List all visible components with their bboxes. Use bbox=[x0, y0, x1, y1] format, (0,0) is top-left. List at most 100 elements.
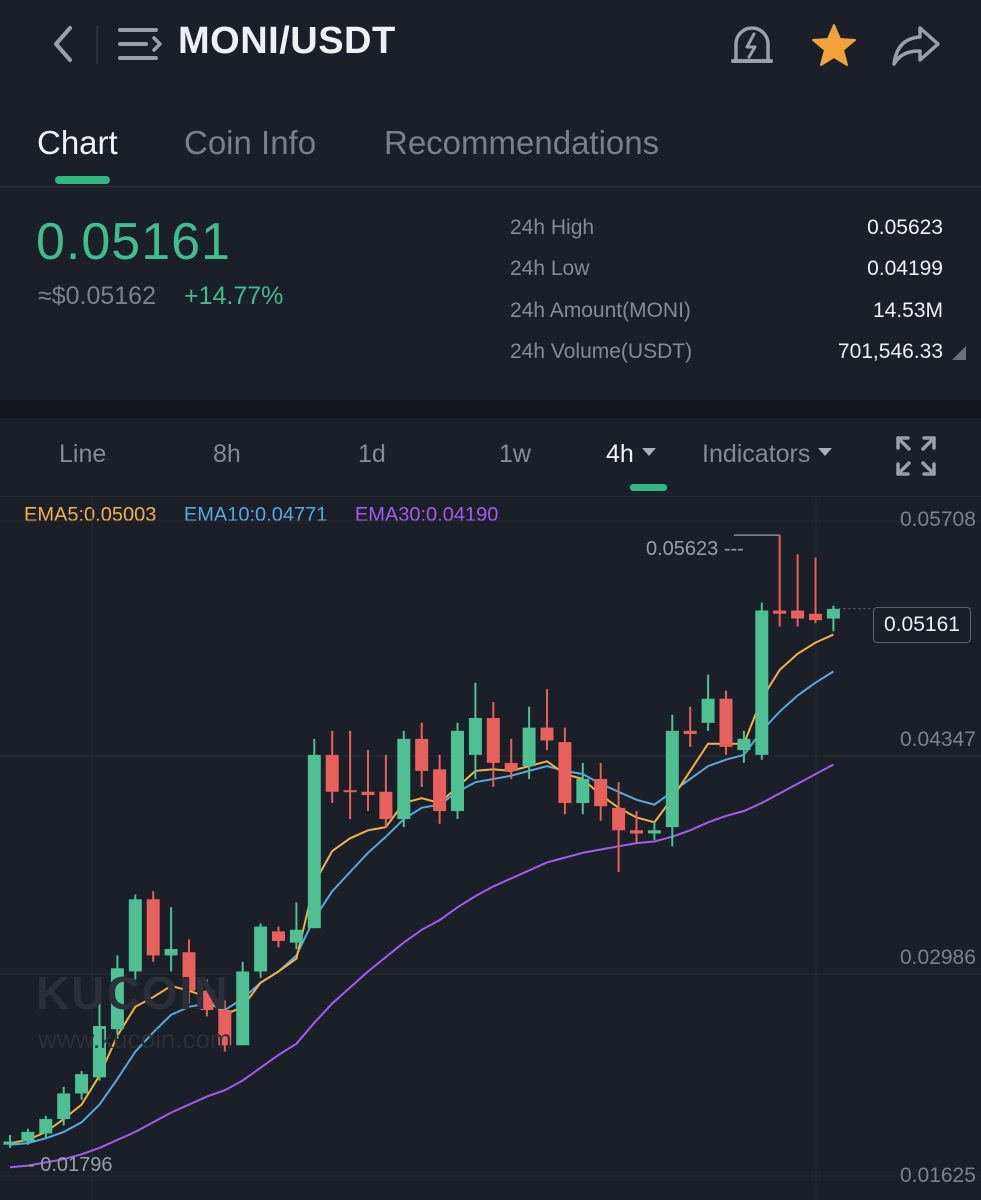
candle bbox=[57, 1086, 71, 1126]
stat-label-volume: 24h Volume(USDT) bbox=[510, 340, 693, 363]
fullscreen-expand-icon bbox=[896, 436, 936, 476]
candle bbox=[361, 750, 375, 812]
y-axis-label: 0.02986 bbox=[900, 946, 976, 969]
candle-body bbox=[451, 730, 464, 812]
indicators-label: Indicators bbox=[702, 440, 811, 468]
tab-recommendations[interactable]: Recommendations bbox=[384, 124, 660, 161]
candle-body bbox=[576, 778, 590, 804]
chart-grid bbox=[0, 496, 981, 1200]
favorite-button[interactable] bbox=[810, 22, 858, 68]
tab-chart[interactable]: Chart bbox=[37, 124, 118, 161]
candle bbox=[3, 1135, 17, 1148]
indicators-button[interactable]: Indicators bbox=[702, 440, 833, 469]
candle-body bbox=[307, 754, 321, 929]
candle-body bbox=[3, 1141, 17, 1145]
candle bbox=[254, 923, 268, 978]
share-icon bbox=[892, 26, 940, 66]
candle bbox=[468, 682, 482, 779]
candle bbox=[791, 554, 805, 627]
candle-body bbox=[415, 738, 429, 771]
top-bar: MONI/USDT bbox=[0, 0, 981, 92]
candle bbox=[719, 690, 733, 755]
candle bbox=[325, 730, 339, 804]
candle-body bbox=[737, 738, 751, 751]
corner-triangle-icon bbox=[952, 346, 966, 360]
candle bbox=[272, 926, 285, 948]
watermark-logo: KUCOIN bbox=[36, 967, 230, 1019]
candle-body bbox=[809, 613, 822, 621]
candle bbox=[755, 602, 769, 760]
candle-body bbox=[93, 1026, 106, 1078]
tab-coin-info[interactable]: Coin Info bbox=[184, 124, 317, 161]
candle-body bbox=[361, 791, 375, 795]
back-chevron-icon bbox=[54, 26, 72, 62]
candle bbox=[665, 714, 679, 847]
candle bbox=[200, 979, 214, 1017]
candle bbox=[433, 754, 447, 824]
candle bbox=[486, 701, 500, 787]
interval-8h[interactable]: 8h bbox=[213, 440, 241, 468]
pair-menu-button[interactable] bbox=[116, 24, 164, 64]
candle-body bbox=[486, 717, 500, 763]
candlestick-chart[interactable] bbox=[0, 496, 981, 1200]
candle bbox=[558, 727, 572, 815]
candle-body bbox=[612, 807, 626, 831]
candle-body bbox=[21, 1131, 35, 1142]
interval-line[interactable]: Line bbox=[59, 440, 107, 468]
candle bbox=[128, 894, 142, 980]
candle bbox=[379, 754, 393, 828]
back-button[interactable] bbox=[44, 22, 84, 66]
high-price-value: 0.05623 bbox=[646, 538, 719, 560]
candle bbox=[110, 955, 124, 1039]
y-axis-label: 0.01625 bbox=[900, 1164, 976, 1187]
candle-body bbox=[665, 730, 679, 828]
candle-body bbox=[683, 730, 697, 735]
stat-label-high: 24h High bbox=[510, 216, 595, 239]
candle bbox=[451, 722, 464, 820]
share-button[interactable] bbox=[890, 22, 942, 68]
fullscreen-button[interactable] bbox=[894, 434, 938, 478]
low-price-value: 0.01796 bbox=[40, 1154, 113, 1176]
candle-body bbox=[110, 968, 124, 1030]
candle-body bbox=[468, 717, 482, 755]
candle bbox=[630, 811, 643, 844]
candle-body bbox=[146, 899, 160, 956]
candle bbox=[612, 782, 626, 873]
interval-1d[interactable]: 1d bbox=[358, 440, 386, 468]
candle-body bbox=[182, 952, 196, 991]
candle bbox=[218, 1000, 232, 1052]
stat-value-high: 0.05623 bbox=[867, 216, 943, 239]
interval-4h[interactable]: 4h bbox=[606, 440, 656, 469]
candle-body bbox=[540, 727, 554, 741]
candle-body bbox=[433, 769, 447, 812]
candle-body bbox=[379, 791, 393, 820]
menu-list-icon bbox=[118, 28, 162, 60]
candle bbox=[737, 730, 751, 763]
candle bbox=[504, 738, 518, 779]
main-tabs: Chart Coin Info Recommendations bbox=[0, 100, 981, 187]
interval-1w[interactable]: 1w bbox=[499, 440, 531, 468]
ema30-line bbox=[9, 763, 834, 1169]
price-change-percent: +14.77% bbox=[184, 282, 284, 310]
candle bbox=[21, 1128, 35, 1145]
candle bbox=[146, 891, 160, 962]
candle bbox=[397, 730, 411, 828]
pair-title[interactable]: MONI/USDT bbox=[178, 20, 396, 62]
candle-body bbox=[254, 926, 268, 972]
candle bbox=[343, 730, 357, 820]
header-divider bbox=[96, 26, 98, 64]
candle-body bbox=[75, 1074, 89, 1094]
candle-body bbox=[701, 698, 715, 723]
price-alert-button[interactable] bbox=[728, 22, 776, 68]
low-price-marker: - 0.01796 bbox=[28, 1154, 113, 1176]
candle-body bbox=[594, 778, 608, 807]
section-divider bbox=[0, 400, 981, 418]
candles bbox=[3, 534, 840, 1148]
interval-bar: Line 8h 1d 1w 4h Indicators bbox=[0, 418, 981, 497]
stat-label-amount: 24h Amount(MONI) bbox=[510, 299, 691, 322]
candle-body bbox=[272, 931, 285, 941]
candle-body bbox=[39, 1119, 53, 1134]
chevron-down-icon bbox=[641, 448, 656, 457]
candle bbox=[809, 557, 822, 624]
candle-body bbox=[755, 610, 769, 755]
